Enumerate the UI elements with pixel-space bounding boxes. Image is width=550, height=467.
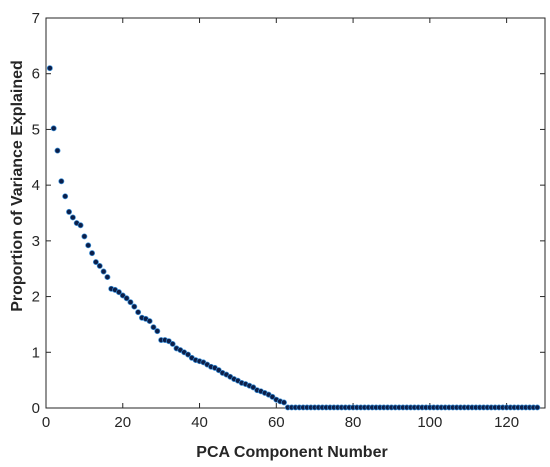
- y-tick-label: 5: [32, 121, 40, 138]
- data-point: [77, 222, 84, 229]
- data-point: [169, 340, 176, 347]
- data-point: [131, 303, 138, 310]
- x-tick-label: 120: [494, 414, 519, 431]
- data-point: [281, 399, 287, 406]
- data-point: [54, 147, 61, 154]
- data-point: [81, 233, 88, 240]
- data-point: [100, 268, 107, 275]
- data-point: [185, 351, 191, 358]
- y-tick-label: 0: [32, 400, 40, 417]
- x-tick-label: 100: [417, 414, 442, 431]
- data-point: [89, 250, 96, 257]
- data-point: [92, 259, 99, 265]
- data-point: [150, 324, 157, 331]
- x-axis: 0 20 40 60 80 100 120: [42, 18, 519, 431]
- x-tick-label: 20: [114, 414, 131, 431]
- data-point: [96, 262, 103, 269]
- y-tick-label: 6: [32, 66, 40, 83]
- plot-area: [45, 17, 546, 409]
- data-point: [62, 193, 69, 200]
- data-point: [146, 318, 153, 325]
- y-axis: 0 1 2 3 4 5 6 7: [32, 10, 545, 417]
- data-point: [69, 214, 76, 221]
- data-point: [85, 242, 92, 249]
- y-tick-label: 3: [32, 233, 40, 250]
- plot-frame: [45, 17, 546, 409]
- data-point: [104, 274, 111, 281]
- data-point: [123, 295, 130, 302]
- x-axis-label: PCA Component Number: [196, 444, 387, 461]
- data-point: [58, 178, 65, 185]
- data-point: [154, 328, 161, 335]
- data-point: [127, 299, 134, 306]
- data-point: [135, 309, 142, 316]
- y-tick-label: 2: [32, 289, 40, 306]
- data-point: [534, 404, 541, 411]
- data-points: [46, 65, 541, 411]
- y-axis-label: Proportion of Variance Explained: [9, 60, 26, 312]
- y-tick-label: 1: [32, 344, 40, 361]
- data-point: [115, 289, 122, 296]
- x-tick-label: 40: [191, 414, 208, 431]
- data-point: [46, 65, 53, 72]
- y-tick-label: 4: [32, 177, 40, 194]
- y-tick-label: 7: [32, 10, 40, 27]
- x-tick-label: 80: [345, 414, 362, 431]
- data-point: [66, 208, 72, 215]
- x-tick-label: 60: [268, 414, 285, 431]
- x-tick-label: 0: [42, 414, 50, 431]
- data-point: [50, 125, 57, 132]
